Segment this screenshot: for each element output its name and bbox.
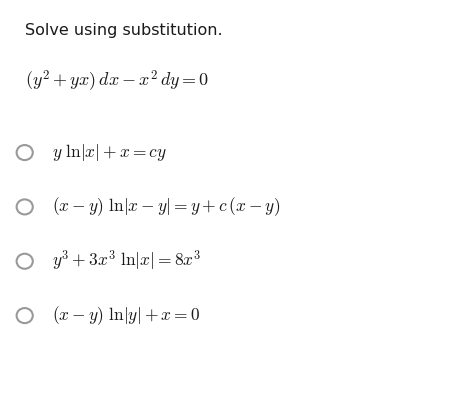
Text: $y\ \mathrm{ln}|x| + x = cy$: $y\ \mathrm{ln}|x| + x = cy$ <box>52 142 166 163</box>
Text: $(y^2 + yx)\,dx - x^2\,dy = 0$: $(y^2 + yx)\,dx - x^2\,dy = 0$ <box>25 69 209 94</box>
Text: $y^3 + 3x^3\ \mathrm{ln}|x| = 8x^3$: $y^3 + 3x^3\ \mathrm{ln}|x| = 8x^3$ <box>52 249 201 273</box>
Text: $(x - y)\ \mathrm{ln}|x - y| = y + c\,(x - y)$: $(x - y)\ \mathrm{ln}|x - y| = y + c\,(x… <box>52 196 280 218</box>
Text: $(x - y)\ \mathrm{ln}|y| + x = 0$: $(x - y)\ \mathrm{ln}|y| + x = 0$ <box>52 304 200 327</box>
Text: Solve using substitution.: Solve using substitution. <box>25 23 222 38</box>
